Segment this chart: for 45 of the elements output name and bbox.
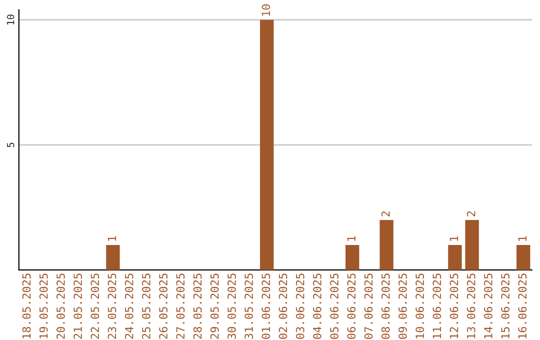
x-tick-label: 21.05.2025 <box>74 274 82 339</box>
x-tick-label: 12.06.2025 <box>450 274 458 338</box>
data-label: 1 <box>450 236 458 241</box>
x-tick-label: 22.05.2025 <box>90 274 100 339</box>
data-label: 1 <box>518 236 526 241</box>
bar <box>260 20 274 270</box>
x-tick-label: 25.05.2025 <box>142 274 150 339</box>
bar <box>465 220 479 270</box>
data-label: 1 <box>108 236 116 241</box>
data-label: 2 <box>466 211 476 216</box>
x-tick-label: 04.06.2025 <box>313 274 322 339</box>
bar <box>516 244 530 270</box>
x-tick-label: 10.06.2025 <box>416 274 424 338</box>
x-tick-label: 18.05.2025 <box>22 274 31 338</box>
x-tick-label: 26.05.2025 <box>159 274 168 339</box>
x-tick-label: 23.05.2025 <box>108 274 116 339</box>
y-tick-label: 5 <box>7 142 14 148</box>
x-tick-label: 27.05.2025 <box>176 274 185 339</box>
x-tick-label: 09.06.2025 <box>398 274 407 339</box>
bar <box>448 244 462 270</box>
x-tick-label: 07.06.2025 <box>364 274 373 339</box>
bar <box>106 244 120 270</box>
x-tick-label: 29.05.2025 <box>210 274 219 339</box>
x-tick-label: 20.05.2025 <box>56 274 65 339</box>
x-tick-label: 24.05.2025 <box>124 274 134 339</box>
x-tick-label: 06.06.2025 <box>347 274 356 339</box>
x-tick-label: 05.06.2025 <box>330 274 339 339</box>
x-tick-label: 31.05.2025 <box>244 274 254 339</box>
data-label: 10 <box>262 4 270 16</box>
x-tick-label: 11.06.2025 <box>432 274 442 338</box>
x-tick-label: 30.05.2025 <box>228 274 236 339</box>
x-tick-label: 01.06.2025 <box>262 274 270 339</box>
x-tick-label: 13.06.2025 <box>466 274 476 338</box>
data-label: 2 <box>381 211 390 216</box>
data-label: 1 <box>347 236 356 241</box>
x-tick-label: 15.06.2025 <box>501 274 510 338</box>
bar <box>346 244 360 270</box>
x-tick-label: 19.05.2025 <box>39 274 48 338</box>
x-tick-label: 08.06.2025 <box>381 274 390 339</box>
bar <box>380 220 394 270</box>
x-tick-label: 28.05.2025 <box>193 274 202 339</box>
x-tick-label: 16.06.2025 <box>518 274 527 338</box>
x-tick-label: 02.06.2025 <box>278 274 288 339</box>
x-tick-label: 14.06.2025 <box>484 274 492 338</box>
x-tick-label: 03.06.2025 <box>296 274 304 339</box>
